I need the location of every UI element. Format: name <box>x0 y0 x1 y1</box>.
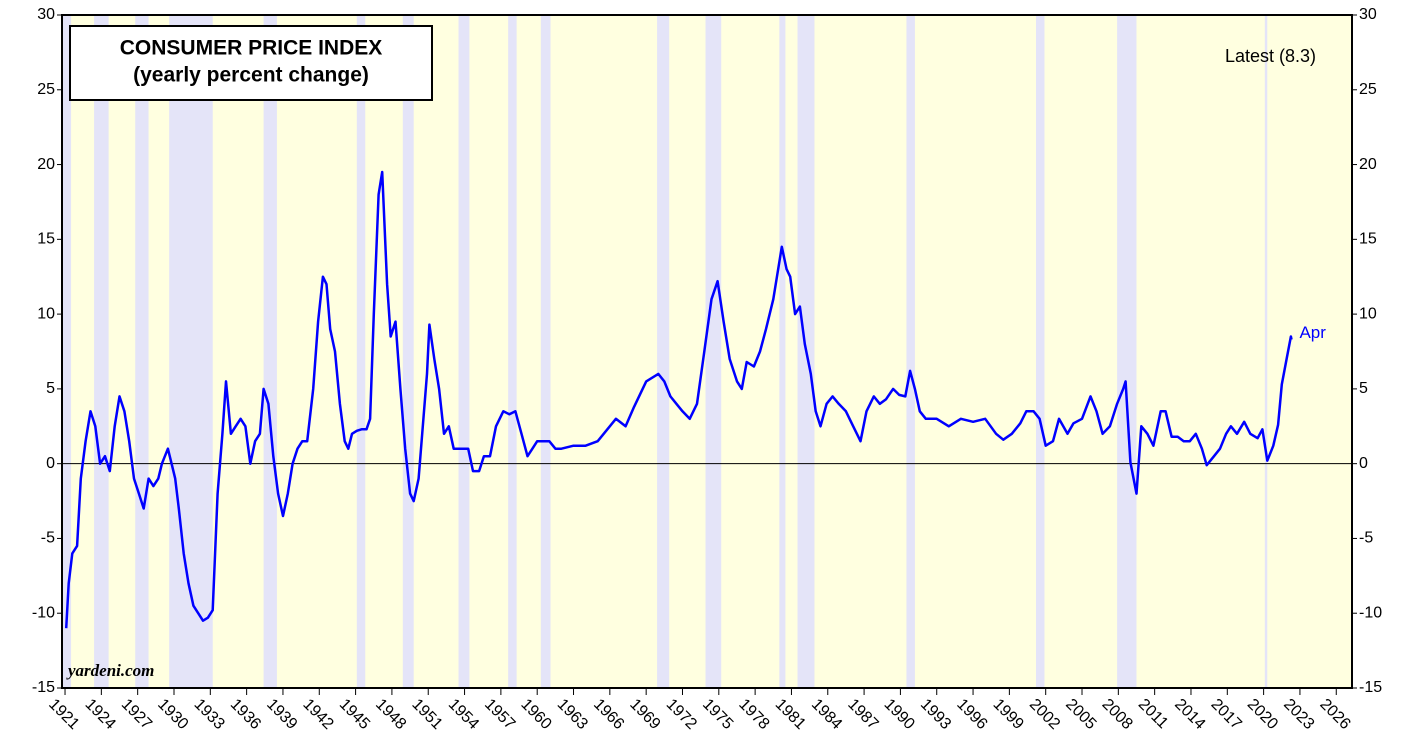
x-tick-label: 1981 <box>772 696 809 733</box>
recession-band <box>402 15 414 688</box>
x-tick-label: 1984 <box>808 696 845 733</box>
title-box <box>69 25 433 101</box>
y-tick-label: 15 <box>37 231 55 248</box>
recession-band <box>169 15 213 688</box>
y2-tick-label: -10 <box>1359 604 1382 621</box>
x-tick-label: 1990 <box>881 696 918 733</box>
y-tick-label: 25 <box>37 81 55 98</box>
y-tick-label: 20 <box>37 156 55 173</box>
x-tick-label: 1924 <box>82 696 119 733</box>
recession-band <box>508 15 517 688</box>
x-tick-label: 1927 <box>118 696 155 733</box>
chart-subtitle: (yearly percent change) <box>133 64 369 87</box>
y2-tick-label: 20 <box>1359 156 1377 173</box>
y2-tick-label: 5 <box>1359 380 1368 397</box>
x-tick-label: 1960 <box>517 696 554 733</box>
y2-tick-label: 0 <box>1359 455 1368 472</box>
x-tick-label: 1936 <box>227 696 264 733</box>
y2-tick-label: 15 <box>1359 231 1377 248</box>
x-tick-label: 1978 <box>735 696 772 733</box>
x-tick-label: 1957 <box>481 696 518 733</box>
y-tick-label: 10 <box>37 305 55 322</box>
recession-band <box>356 15 366 688</box>
recession-band <box>540 15 551 688</box>
x-tick-label: 1987 <box>844 696 881 733</box>
x-tick-label: 1975 <box>699 696 736 733</box>
y2-tick-label: -15 <box>1359 679 1382 696</box>
x-tick-label: 2011 <box>1135 696 1171 732</box>
y2-tick-label: 10 <box>1359 305 1377 322</box>
y2-tick-label: 25 <box>1359 81 1377 98</box>
recession-band <box>705 15 722 688</box>
recession-band <box>135 15 149 688</box>
x-tick-label: 1948 <box>372 696 409 733</box>
x-tick-label: 1972 <box>663 696 700 733</box>
recession-band <box>1036 15 1045 688</box>
y-tick-label: 0 <box>46 455 55 472</box>
chart-title: CONSUMER PRICE INDEX <box>120 37 383 60</box>
recession-band <box>906 15 915 688</box>
x-tick-label: 1963 <box>554 696 591 733</box>
x-tick-label: 1921 <box>45 696 82 733</box>
x-tick-label: 2002 <box>1026 696 1063 733</box>
end-label: Apr <box>1299 323 1326 342</box>
x-tick-label: 1999 <box>990 696 1027 733</box>
recession-band <box>94 15 109 688</box>
x-tick-label: 1933 <box>190 696 227 733</box>
recession-band <box>657 15 670 688</box>
cpi-line <box>64 170 1293 629</box>
latest-note: Latest (8.3) <box>1225 46 1316 66</box>
x-tick-label: 2017 <box>1207 696 1244 733</box>
plot-frame <box>61 14 1353 689</box>
x-tick-label: 1951 <box>408 696 445 733</box>
x-tick-label: 1945 <box>336 696 373 733</box>
recession-band <box>62 15 72 688</box>
x-tick-label: 1966 <box>590 696 627 733</box>
x-tick-label: 2026 <box>1316 696 1353 733</box>
y-tick-label: -5 <box>41 530 55 547</box>
y2-tick-label: 30 <box>1359 6 1377 23</box>
x-tick-label: 2023 <box>1280 696 1317 733</box>
x-tick-label: 2005 <box>1062 696 1099 733</box>
y-tick-label: -15 <box>32 679 55 696</box>
recession-band <box>458 15 470 688</box>
y-tick-label: 5 <box>46 380 55 397</box>
x-tick-label: 2020 <box>1244 696 1281 733</box>
x-tick-label: 1930 <box>154 696 191 733</box>
recession-band <box>263 15 277 688</box>
x-tick-label: 1942 <box>299 696 336 733</box>
x-tick-label: 1939 <box>263 696 300 733</box>
x-tick-label: 1954 <box>445 696 482 733</box>
y-tick-label: -10 <box>32 604 55 621</box>
x-tick-label: 1996 <box>953 696 990 733</box>
x-tick-label: 1969 <box>626 696 663 733</box>
recession-band <box>779 15 786 688</box>
y-tick-label: 30 <box>37 6 55 23</box>
x-tick-label: 2014 <box>1171 696 1208 733</box>
y2-tick-label: -5 <box>1359 530 1373 547</box>
recession-band <box>1117 15 1137 688</box>
source: yardeni.com <box>66 661 154 680</box>
x-tick-label: 1993 <box>917 696 954 733</box>
x-tick-label: 2008 <box>1099 696 1136 733</box>
recession-band <box>1264 15 1268 688</box>
